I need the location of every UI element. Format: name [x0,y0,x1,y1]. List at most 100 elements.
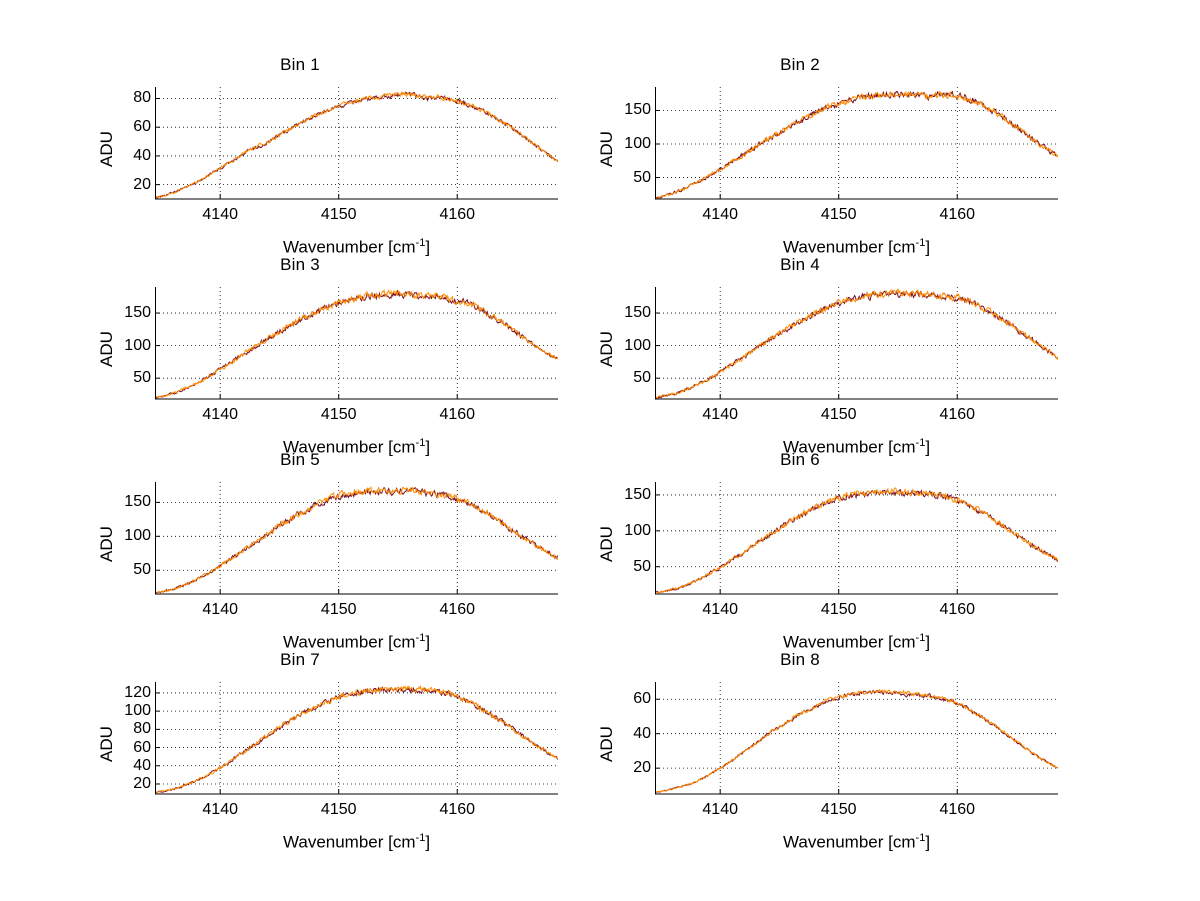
plot-area [655,482,1058,595]
spectrum-trace-measured [655,289,1058,400]
subplot-bin-2: Bin 2 ADU Wavenumber [cm-1] 50 100 150 4140 415… [500,55,1100,257]
spectrum-trace-measured [155,91,558,199]
y-tick-label: 150 [624,304,651,322]
x-axis-label: Wavenumber [cm-1] [57,437,657,458]
subplot-bin-8: Bin 8 ADU Wavenumber [cm-1] 20 40 60 4140 4150 4… [500,650,1100,852]
spectrum-trace-model [655,688,1058,793]
spectrum-trace-measured [655,90,1058,199]
y-tick-labels: 50 100 150 [583,87,651,199]
x-axis-label-bracket: ] [425,437,431,457]
y-tick-label: 150 [624,101,651,119]
plot-area [155,482,558,595]
y-tick-label: 150 [124,493,151,511]
spectrum-trace-model [155,486,558,595]
x-axis-label: Wavenumber [cm-1] [57,832,657,853]
x-axis-label-exponent: -1 [415,237,426,249]
x-tick-label: 4150 [820,801,857,818]
subplot-title: Bin 7 [280,650,320,669]
axis-lines [655,482,1058,595]
subplot-bin-1: Bin 1 ADU Wavenumber [cm-1] 20 40 60 80 4140 415… [0,55,600,257]
y-tick-labels: 50 100 150 [83,287,151,399]
y-tick-label: 100 [124,702,151,720]
spectrum-trace-measured [655,488,1058,594]
subplot-title: Bin 8 [780,650,820,669]
subplot-title: Bin 2 [780,55,820,74]
x-tick-label: 4160 [439,601,476,618]
y-tick-labels: 20 40 60 80 100 120 [83,682,151,794]
x-tick-label: 4140 [702,206,738,223]
axis-lines [655,287,1058,400]
y-tick-labels: 50 100 150 [83,482,151,594]
x-tick-label: 4140 [702,801,738,818]
x-tick-label: 4140 [202,406,238,423]
axis-lines [155,482,558,595]
x-tick-label: 4150 [320,406,357,423]
x-axis-label-text: Wavenumber [cm [782,237,916,257]
subplot-bin-6: Bin 6 ADU Wavenumber [cm-1] 50 100 150 4140 415… [500,450,1100,652]
x-axis-label-exponent: -1 [915,237,926,249]
y-tick-label: 60 [633,690,651,708]
y-tick-label: 100 [124,336,151,354]
spectrum-trace-model [655,288,1058,400]
y-tick-label: 20 [133,774,151,792]
x-axis-label: Wavenumber [cm-1] [557,237,1157,258]
y-tick-labels: 50 100 150 [583,287,651,399]
x-axis-label-bracket: ] [925,832,931,852]
x-axis-label: Wavenumber [cm-1] [557,832,1157,853]
x-tick-label: 4160 [439,801,476,818]
spectrum-trace-model [155,684,558,794]
x-axis-label-bracket: ] [925,237,931,257]
x-axis-label: Wavenumber [cm-1] [557,632,1157,653]
spectrum-trace-measured [155,289,558,399]
x-tick-label: 4150 [320,206,357,223]
x-axis-label-text: Wavenumber [cm [782,832,916,852]
x-tick-label: 4150 [820,206,857,223]
subplot-title: Bin 1 [280,55,320,74]
subplot-title: Bin 5 [280,450,320,469]
axis-lines [155,682,558,795]
x-axis-label-text: Wavenumber [cm [282,237,416,257]
y-tick-label: 50 [133,369,151,387]
x-axis-label-text: Wavenumber [cm [782,632,916,652]
x-tick-label: 4160 [939,206,976,223]
x-tick-label: 4150 [320,601,357,618]
subplot-bin-5: Bin 5 ADU Wavenumber [cm-1] 50 100 150 4140 415… [0,450,600,652]
subplot-title: Bin 3 [280,255,320,274]
x-axis-label-bracket: ] [925,632,931,652]
plot-area [655,287,1058,400]
spectrum-trace-model [655,487,1058,594]
spectrum-trace-measured [655,689,1058,794]
x-tick-label: 4150 [320,801,357,818]
y-tick-label: 100 [624,521,651,539]
x-tick-label: 4140 [202,801,238,818]
axis-lines [155,87,558,200]
x-tick-label: 4150 [820,406,857,423]
x-axis-label-bracket: ] [425,632,431,652]
y-tick-label: 60 [133,738,151,756]
y-tick-label: 60 [133,118,151,136]
y-tick-label: 150 [624,485,651,503]
spectrum-trace-measured [155,486,558,594]
x-axis-label-bracket: ] [425,237,431,257]
y-tick-label: 100 [624,135,651,152]
x-tick-label: 4160 [439,406,476,423]
x-axis-label: Wavenumber [cm-1] [557,437,1157,458]
x-axis-label-exponent: -1 [915,437,926,449]
x-axis-label-text: Wavenumber [cm [282,437,416,457]
y-tick-label: 150 [124,304,151,322]
axis-lines [655,87,1058,200]
plot-area [155,287,558,400]
y-tick-labels: 50 100 150 [583,482,651,594]
x-tick-label: 4140 [702,601,738,618]
plot-area [155,87,558,200]
y-tick-label: 50 [133,561,151,579]
plot-area [655,682,1058,795]
y-tick-label: 80 [133,720,151,738]
x-axis-label-exponent: -1 [415,832,426,844]
subplot-title: Bin 6 [780,450,820,469]
plot-area [655,87,1058,200]
x-axis-label-exponent: -1 [415,632,426,644]
y-tick-label: 40 [633,724,651,742]
y-tick-label: 20 [633,759,651,777]
x-tick-label: 4160 [439,206,476,223]
